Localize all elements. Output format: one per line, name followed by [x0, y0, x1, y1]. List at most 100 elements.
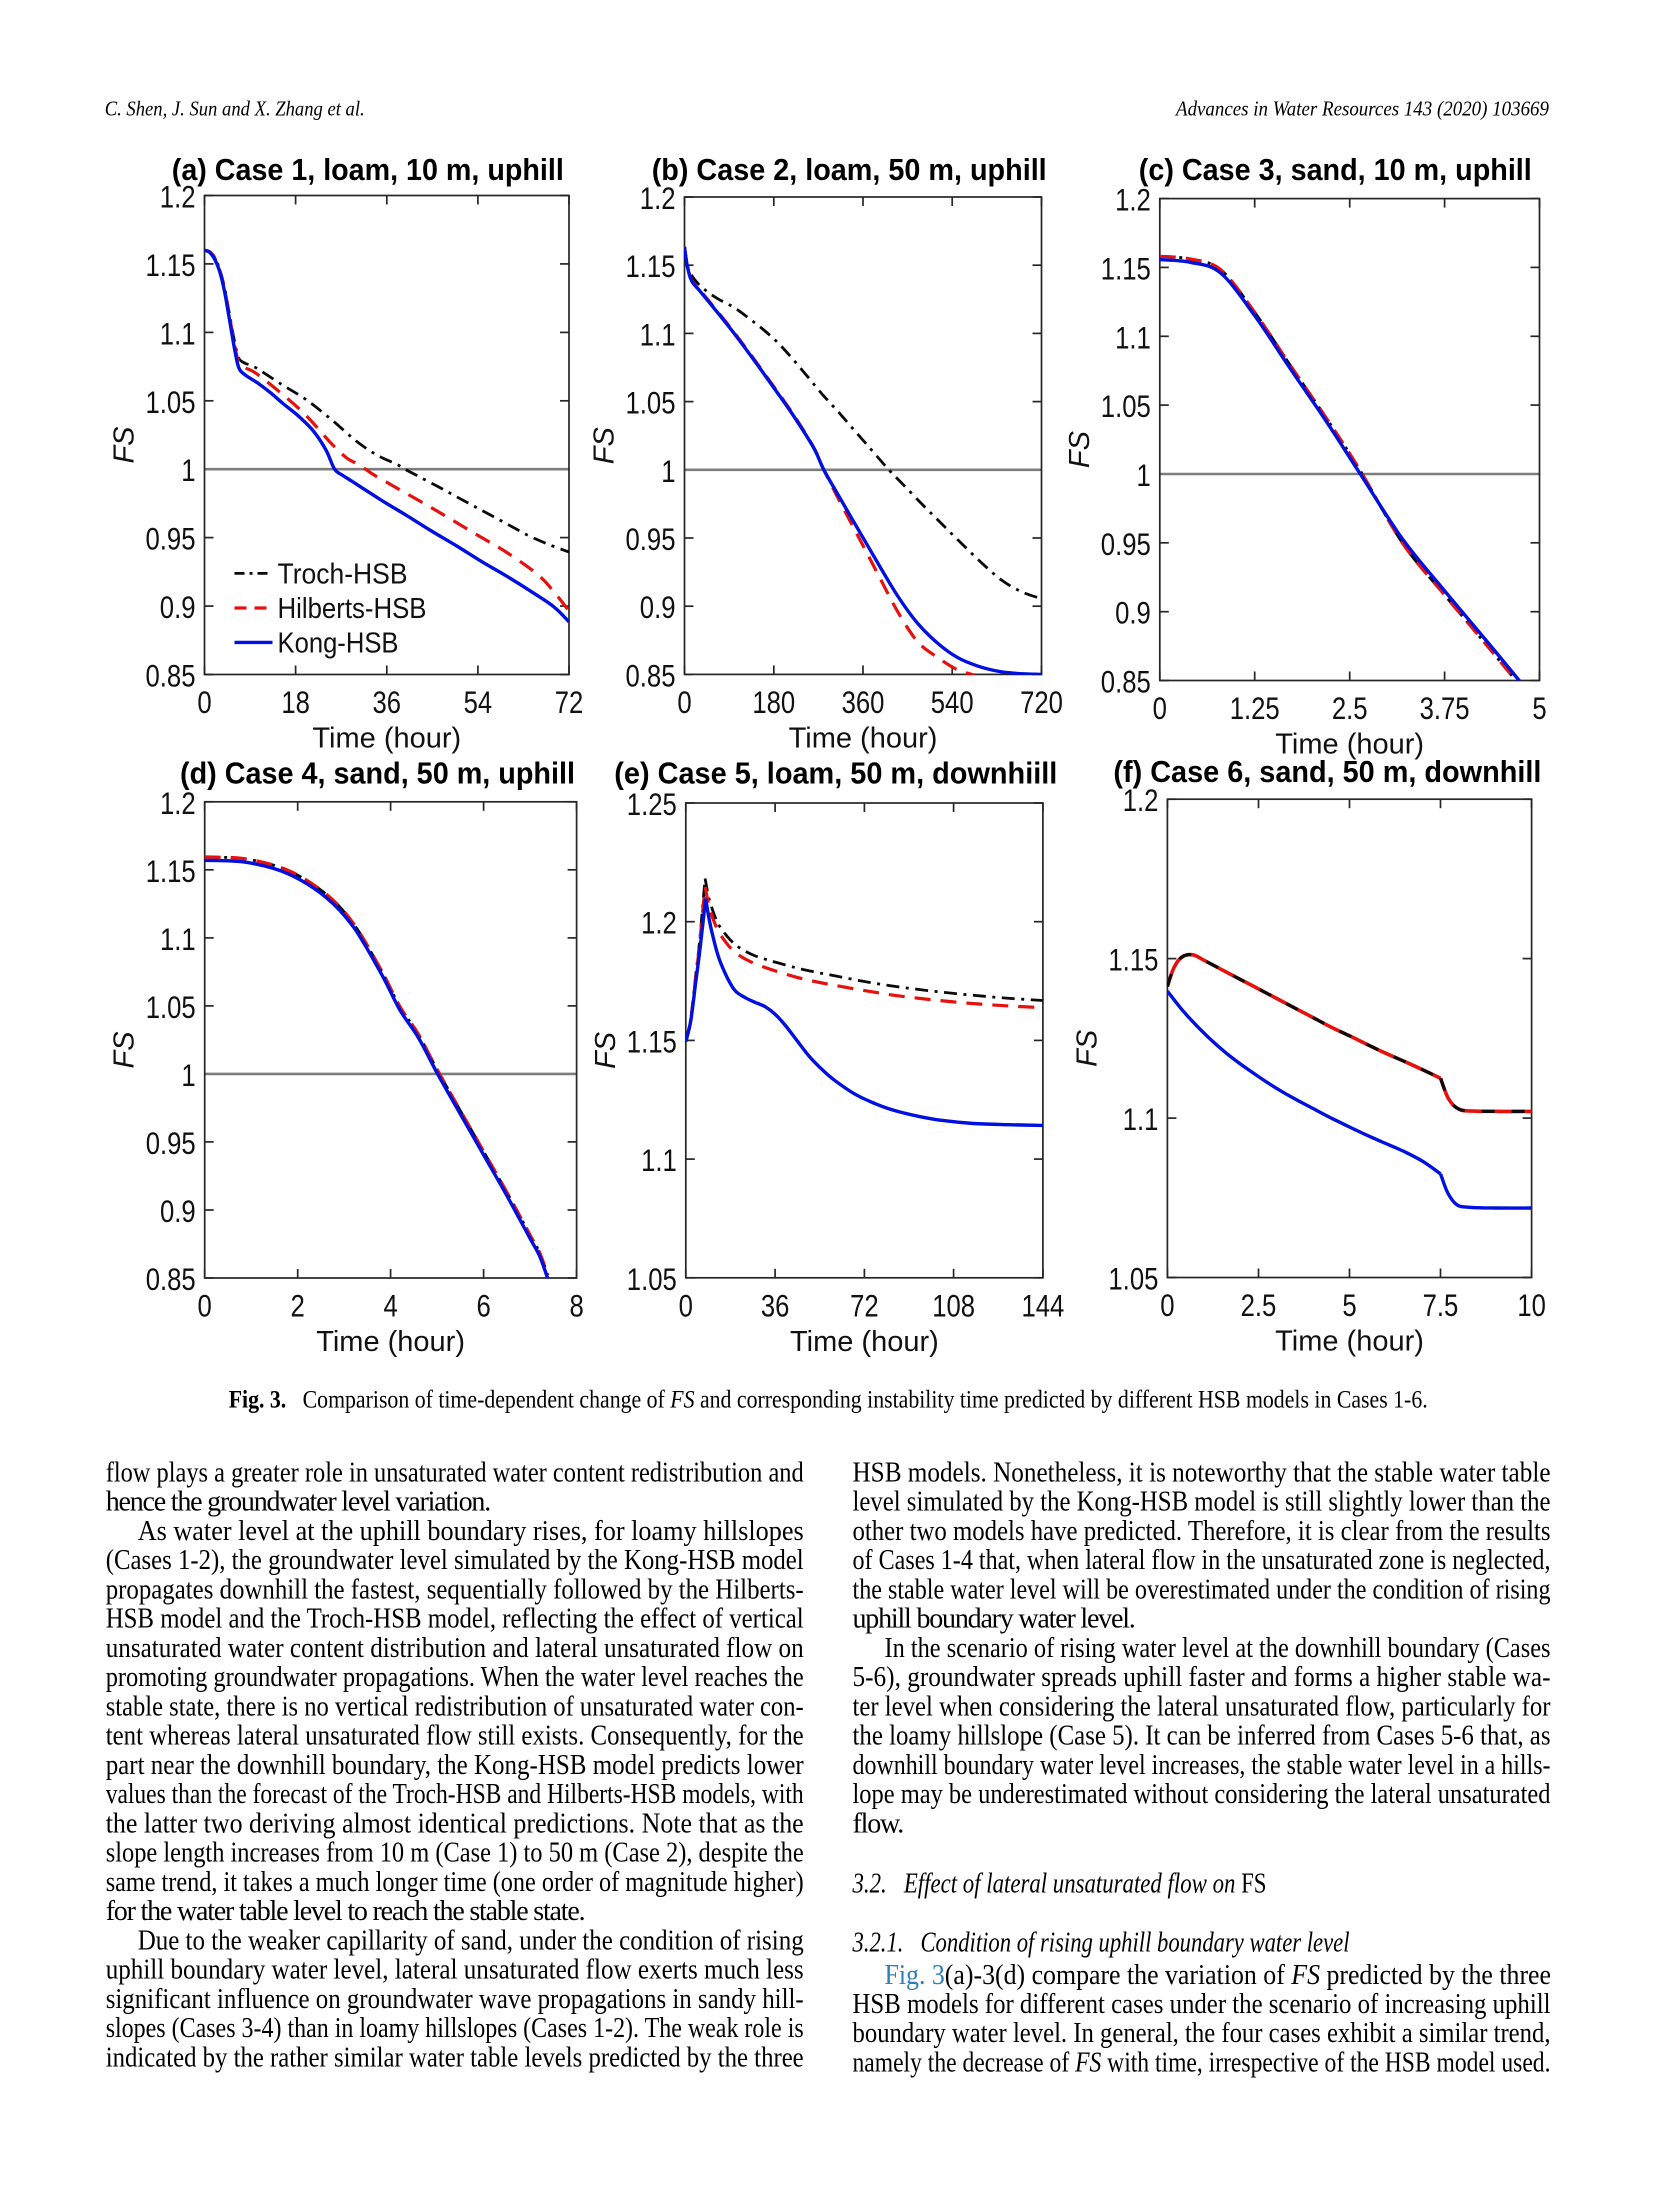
svg-text:3.2.1. Condition of rising up: 3.2.1. Condition of rising uphill bounda… — [852, 1927, 1350, 1958]
svg-text:36: 36 — [761, 1287, 790, 1323]
svg-text:5-6), groundwater spreads uphi: 5-6), groundwater spreads uphill faster … — [853, 1662, 1551, 1693]
svg-text:0.95: 0.95 — [146, 1125, 196, 1161]
svg-text:1.15: 1.15 — [146, 247, 196, 283]
svg-text:of Cases 1-4 that, when latera: of Cases 1-4 that, when lateral flow in … — [853, 1545, 1551, 1576]
svg-text:boundary water level. In gener: boundary water level. In general, the fo… — [853, 2018, 1551, 2049]
svg-text:2.5: 2.5 — [1332, 690, 1368, 726]
svg-text:FS: FS — [109, 426, 141, 464]
svg-text:36: 36 — [373, 684, 402, 720]
svg-text:0: 0 — [198, 1288, 212, 1324]
svg-text:720: 720 — [1020, 684, 1063, 720]
svg-text:540: 540 — [931, 684, 974, 720]
svg-text:180: 180 — [752, 684, 795, 720]
svg-text:72: 72 — [555, 684, 584, 720]
svg-text:(a) Case 1, loam, 10 m, uphill: (a) Case 1, loam, 10 m, uphill — [172, 152, 564, 187]
svg-text:1.15: 1.15 — [627, 1023, 677, 1059]
svg-text:0.95: 0.95 — [626, 521, 676, 557]
svg-text:1: 1 — [1137, 457, 1151, 493]
svg-text:1.05: 1.05 — [626, 385, 676, 421]
svg-text:Fig. 3(a)-3(d) compare the var: Fig. 3(a)-3(d) compare the variation of … — [885, 1960, 1552, 1991]
svg-text:ter level when considering the: ter level when considering the lateral u… — [853, 1691, 1552, 1722]
svg-text:for the water table level to r: for the water table level to reach the s… — [106, 1896, 585, 1927]
svg-text:Advances in Water Resources 14: Advances in Water Resources 143 (2020) 1… — [1174, 96, 1549, 120]
svg-text:0: 0 — [197, 684, 211, 720]
svg-text:3.2. Effect of lateral unsatu: 3.2. Effect of lateral unsaturated flow … — [852, 1869, 1267, 1900]
svg-text:Time (hour): Time (hour) — [312, 723, 461, 755]
svg-text:(d) Case 4, sand, 50 m, uphill: (d) Case 4, sand, 50 m, uphill — [180, 756, 575, 791]
svg-text:FS: FS — [590, 1031, 622, 1069]
svg-text:Time (hour): Time (hour) — [1275, 1326, 1424, 1358]
svg-text:Time (hour): Time (hour) — [789, 722, 938, 754]
svg-text:As water level at the uphill b: As water level at the uphill boundary ri… — [138, 1516, 804, 1547]
svg-text:same trend, it takes a much lo: same trend, it takes a much longer time … — [106, 1867, 804, 1898]
svg-text:54: 54 — [464, 684, 493, 720]
svg-text:1.2: 1.2 — [1115, 182, 1151, 218]
svg-text:indicated by the rather simila: indicated by the rather similar water ta… — [106, 2042, 804, 2073]
svg-text:significant influence on groun: significant influence on groundwater wav… — [106, 1984, 804, 2015]
svg-text:stable state, there is no vert: stable state, there is no vertical redis… — [106, 1691, 804, 1722]
svg-text:1.05: 1.05 — [1108, 1261, 1158, 1297]
svg-text:1.2: 1.2 — [641, 905, 677, 941]
svg-text:1: 1 — [181, 452, 195, 488]
svg-text:promoting groundwater propagat: promoting groundwater propagations. When… — [106, 1662, 804, 1693]
svg-text:18: 18 — [281, 684, 310, 720]
svg-text:the loamy hillslope (Case 5).: the loamy hillslope (Case 5). It can be … — [853, 1721, 1551, 1752]
svg-text:Due to the weaker capillarity: Due to the weaker capillarity of sand, u… — [138, 1925, 804, 1956]
svg-text:(f) Case 6, sand, 50 m, downhi: (f) Case 6, sand, 50 m, downhill — [1113, 754, 1541, 789]
svg-text:1.1: 1.1 — [1123, 1101, 1159, 1137]
svg-text:1.05: 1.05 — [146, 384, 196, 420]
svg-text:0.9: 0.9 — [160, 1193, 196, 1229]
svg-text:0.85: 0.85 — [146, 658, 196, 694]
svg-text:Fig. 3. Comparison of time-de: Fig. 3. Comparison of time-dependent cha… — [229, 1386, 1428, 1413]
svg-text:1.1: 1.1 — [641, 1142, 677, 1178]
svg-text:0.95: 0.95 — [146, 521, 196, 557]
svg-text:0.9: 0.9 — [640, 589, 676, 625]
svg-text:1.25: 1.25 — [1230, 690, 1280, 726]
svg-text:Time (hour): Time (hour) — [1275, 729, 1424, 761]
svg-text:the latter two deriving almost: the latter two deriving almost identical… — [106, 1808, 804, 1839]
svg-text:1.1: 1.1 — [640, 316, 676, 352]
svg-text:level simulated by the Kong-HS: level simulated by the Kong-HSB model is… — [853, 1487, 1551, 1518]
svg-text:(b) Case 2, loam, 50 m, uphill: (b) Case 2, loam, 50 m, uphill — [652, 152, 1047, 187]
svg-text:0: 0 — [1153, 690, 1167, 726]
svg-text:1.1: 1.1 — [1115, 319, 1151, 355]
svg-text:slope length increases from 10: slope length increases from 10 m (Case 1… — [106, 1838, 804, 1869]
svg-text:part near the downhill boundar: part near the downhill boundary, the Kon… — [106, 1750, 805, 1781]
svg-text:1.2: 1.2 — [640, 180, 676, 216]
svg-text:1.2: 1.2 — [160, 785, 196, 821]
svg-text:lope may be underestimated wit: lope may be underestimated without consi… — [853, 1779, 1551, 1810]
svg-text:1.1: 1.1 — [160, 921, 196, 957]
svg-text:0.85: 0.85 — [626, 657, 676, 693]
svg-text:1.2: 1.2 — [1123, 782, 1159, 818]
svg-text:HSB model and the Troch-HSB mo: HSB model and the Troch-HSB model, refle… — [106, 1604, 804, 1635]
svg-text:HSB models. Nonetheless, it is: HSB models. Nonetheless, it is noteworth… — [853, 1457, 1551, 1488]
svg-text:72: 72 — [850, 1287, 879, 1323]
svg-text:108: 108 — [932, 1287, 975, 1323]
svg-text:8: 8 — [569, 1288, 583, 1324]
svg-text:FS: FS — [1064, 430, 1096, 468]
svg-text:downhill boundary water level: downhill boundary water level increases,… — [853, 1750, 1551, 1781]
svg-text:1.25: 1.25 — [627, 786, 677, 822]
svg-text:1.05: 1.05 — [627, 1261, 677, 1297]
svg-text:5: 5 — [1532, 690, 1546, 726]
svg-text:2: 2 — [291, 1288, 305, 1324]
svg-text:unsaturated water content dist: unsaturated water content distribution a… — [106, 1633, 804, 1664]
svg-text:0.85: 0.85 — [1101, 664, 1151, 700]
svg-text:namely the decrease of FS with: namely the decrease of FS with time, irr… — [853, 2047, 1551, 2078]
svg-text:1: 1 — [181, 1057, 195, 1093]
svg-text:10: 10 — [1517, 1287, 1546, 1323]
svg-text:Hilberts-HSB: Hilberts-HSB — [278, 593, 427, 625]
svg-text:Time (hour): Time (hour) — [316, 1326, 465, 1358]
svg-text:1.2: 1.2 — [160, 179, 196, 215]
svg-text:tent whereas lateral unsaturat: tent whereas lateral unsaturated flow st… — [106, 1721, 804, 1752]
svg-text:FS: FS — [589, 427, 621, 465]
svg-text:slopes (Cases 3-4) than in loa: slopes (Cases 3-4) than in loamy hillslo… — [106, 2013, 804, 2044]
svg-text:C. Shen, J. Sun and X. Zhang e: C. Shen, J. Sun and X. Zhang et al. — [105, 96, 365, 120]
svg-text:3.75: 3.75 — [1420, 690, 1470, 726]
svg-text:0: 0 — [1160, 1287, 1174, 1323]
svg-text:(e) Case 5, loam, 50 m, downhi: (e) Case 5, loam, 50 m, downhiill — [614, 756, 1057, 791]
svg-text:144: 144 — [1022, 1287, 1065, 1323]
svg-text:hence the groundwater level va: hence the groundwater level variation. — [106, 1487, 491, 1518]
svg-text:(Cases 1-2), the groundwater l: (Cases 1-2), the groundwater level simul… — [106, 1545, 804, 1576]
svg-text:Time (hour): Time (hour) — [790, 1326, 939, 1358]
